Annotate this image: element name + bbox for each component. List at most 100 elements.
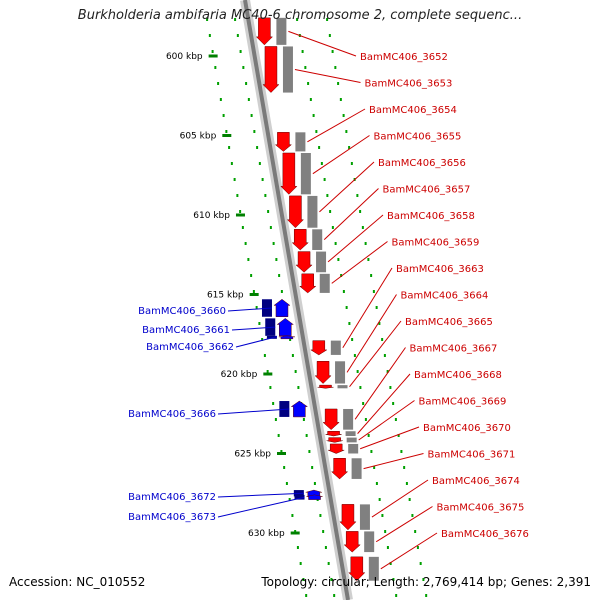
label-leader-right-9 [346,294,397,373]
gene-label-right-6[interactable]: BamMC406_3658 [387,211,475,222]
ruler-guide-dot [326,18,329,21]
gene-arrow-right-10[interactable] [317,384,334,389]
gene-label-right-15[interactable]: BamMC406_3671 [428,450,516,461]
ruler-guide-dot [278,274,281,277]
ruler-guide-dot [375,482,378,485]
ruler-guide-dot [267,210,270,213]
gene-label-right-18[interactable]: BamMC406_3676 [441,529,529,540]
ruler-guide-dot [334,242,337,245]
ruler-guide-dot [370,450,373,453]
gene-label-right-16[interactable]: BamMC406_3674 [432,476,520,487]
gene-label-right-9[interactable]: BamMC406_3664 [401,291,489,302]
gene-arrow-right-2[interactable] [274,132,293,152]
ruler-guide-dot [233,178,236,181]
ruler-guide-dot [283,466,286,469]
gene-label-left-4[interactable]: BamMC406_3672 [128,492,216,503]
gene-label-right-17[interactable]: BamMC406_3675 [437,503,525,514]
gene-arrow-left-1[interactable] [276,318,294,337]
gene-arrow-right-18[interactable] [348,556,366,582]
ruler-guide-dot [383,354,386,357]
ruler-guide-dot [361,226,364,229]
ruler-dotted-guides [206,18,428,597]
gene-label-left-1[interactable]: BamMC406_3661 [142,325,230,336]
homology-block-right-10 [337,385,348,389]
ruler-guide-dot [384,530,387,533]
gene-arrow-right-3[interactable] [280,152,298,195]
gene-arrow-right-13[interactable] [326,437,343,443]
gene-label-right-7[interactable]: BamMC406_3659 [392,238,480,249]
gene-arrow-right-16[interactable] [339,504,357,531]
gene-labels: BamMC406_3652 BamMC406_3653 BamMC406_3654 B… [128,30,529,570]
ruler-guide-dot [219,98,222,101]
ruler-guide-dot [389,562,392,565]
label-leader-right-2 [307,108,366,143]
label-leader-left-2 [235,336,278,348]
ruler-guide-dot [328,34,331,37]
gene-label-left-0[interactable]: BamMC406_3660 [138,306,226,317]
gene-label-right-1[interactable]: BamMC406_3653 [365,79,453,90]
ruler-guide-dot [244,242,247,245]
ruler-guide-dot [419,562,422,565]
gene-label-right-5[interactable]: BamMC406_3657 [383,185,471,196]
ruler-guide-dot [239,50,242,53]
ruler-guide-dot [372,290,375,293]
homology-block-right-2 [295,132,306,152]
gene-arrow-right-4[interactable] [286,195,305,229]
gene-label-right-4[interactable]: BamMC406_3656 [378,158,466,169]
ruler-guide-dot [345,306,348,309]
ruler-guide-dot [255,306,258,309]
gene-arrow-right-5[interactable] [291,229,309,251]
ruler-guide-dot [280,450,283,453]
ruler-guide-dot [386,370,389,373]
gene-label-right-11[interactable]: BamMC406_3667 [410,344,498,355]
ruler-guide-dot [253,130,256,133]
gene-arrow-right-14[interactable] [328,443,345,454]
gene-arrow-right-1[interactable] [262,46,280,93]
ruler-guide-dot [280,290,283,293]
ruler-guide-dot [364,418,367,421]
length-text: Length: 2,769,414 bp [366,575,503,589]
gene-arrow-left-2[interactable] [278,335,295,340]
gene-label-right-12[interactable]: BamMC406_3668 [414,370,502,381]
gene-arrow-left-0[interactable] [273,298,291,318]
homology-block-right-3 [300,152,311,195]
gene-label-left-5[interactable]: BamMC406_3673 [128,512,216,523]
ruler-guide-dot [395,594,398,597]
gene-arrow-right-7[interactable] [299,273,317,294]
ruler-guide-dot [313,482,316,485]
gene-arrow-left-3[interactable] [290,400,309,418]
gene-arrow-right-6[interactable] [295,251,313,273]
ruler-guide-dot [272,242,275,245]
ruler-guide-dot [378,322,381,325]
gene-label-right-0[interactable]: BamMC406_3652 [360,52,448,63]
ruler-guide-dot [337,258,340,261]
label-leader-right-17 [375,506,433,543]
gene-label-right-3[interactable]: BamMC406_3655 [374,132,462,143]
gene-arrow-right-11[interactable] [322,408,340,430]
gene-arrow-right-15[interactable] [330,458,349,480]
ruler-guide-dot [305,594,308,597]
ruler-guide-dot [422,578,425,581]
label-leader-right-4 [319,161,375,213]
ruler-guide-dot [299,562,302,565]
gene-label-left-2[interactable]: BamMC406_3662 [146,342,234,353]
gene-label-right-8[interactable]: BamMC406_3663 [396,264,484,275]
gene-label-right-2[interactable]: BamMC406_3654 [369,105,457,116]
ruler-label-6: 630 kbp [248,529,285,539]
gene-arrow-right-12[interactable] [325,430,342,437]
gene-label-right-14[interactable]: BamMC406_3670 [423,423,511,434]
ruler-label-4: 620 kbp [221,370,258,380]
gene-arrow-left-5[interactable] [306,494,323,500]
gene-arrow-right-8[interactable] [309,340,328,356]
gene-label-right-10[interactable]: BamMC406_3665 [405,317,493,328]
gene-label-right-13[interactable]: BamMC406_3669 [419,397,507,408]
gene-arrow-right-9[interactable] [314,361,332,384]
label-leader-right-7 [331,241,388,284]
gene-arrow-right-0[interactable] [255,17,273,46]
gene-arrow-right-17[interactable] [343,531,361,553]
ruler-guide-dot [320,162,323,165]
ruler-guide-dot [356,370,359,373]
ruler-guide-dot [400,450,403,453]
gene-label-left-3[interactable]: BamMC406_3666 [128,409,216,420]
ruler-guide-dot [334,66,337,69]
